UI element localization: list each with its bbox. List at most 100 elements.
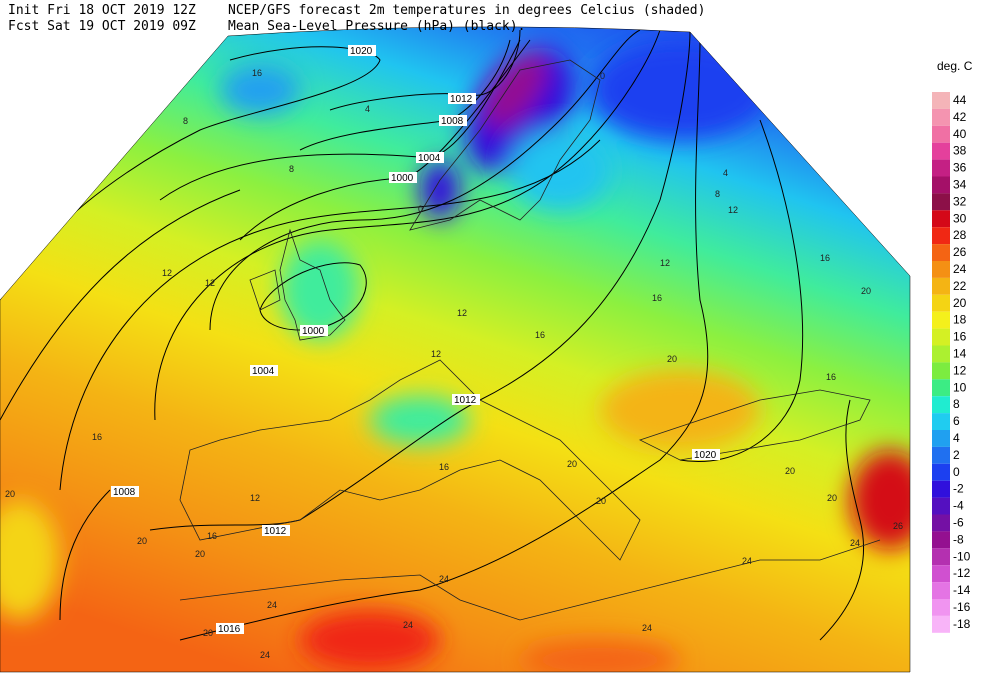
isotherm-label: 12 (728, 205, 738, 215)
colorbar-label: 34 (953, 178, 967, 192)
isobar-label: 1000 (391, 173, 414, 184)
colorbar-swatch (932, 599, 950, 616)
isotherm-label: 8 (289, 164, 294, 174)
isobar-label: 1008 (113, 487, 136, 498)
isobar-label: 1012 (454, 395, 477, 406)
isotherm-label: 16 (439, 462, 449, 472)
colorbar-swatch (932, 227, 950, 245)
colorbar-label: 36 (953, 161, 967, 175)
isobar-label: 1012 (264, 526, 287, 537)
isotherm-label: 24 (642, 623, 652, 633)
isobar-label: 1016 (218, 624, 241, 635)
isotherm-label: 24 (267, 600, 277, 610)
colorbar-swatch (932, 430, 950, 447)
colorbar-swatch (932, 277, 950, 295)
colorbar-swatch (932, 413, 950, 430)
isobar-label-bg (389, 172, 417, 183)
isotherm-label: 8 (715, 189, 720, 199)
colorbar-label: 0 (953, 465, 960, 479)
isobar-label-bg (692, 449, 720, 460)
colorbar-label: -4 (953, 499, 964, 513)
colorbar-label: 10 (953, 380, 967, 394)
isobar-label-bg (448, 93, 476, 104)
isobars (0, 29, 865, 641)
colorbar-swatch (932, 463, 950, 481)
colorbar-label: 6 (953, 414, 960, 428)
isotherm-label: 16 (252, 68, 262, 78)
colorbar-swatch (932, 294, 950, 312)
isobar-label: 1012 (450, 94, 473, 105)
colorbar-label: 30 (953, 211, 967, 225)
isotherm-label: 20 (203, 628, 213, 638)
forecast-time: Fcst Sat 19 OCT 2019 09Z (8, 19, 196, 34)
colorbar-label: 12 (953, 363, 967, 377)
isotherm-label: 12 (457, 308, 467, 318)
isotherm-label: 20 (785, 466, 795, 476)
isotherm-label: 12 (660, 258, 670, 268)
isobar-label-bg (250, 365, 278, 376)
colorbar-label: 22 (953, 279, 967, 293)
isotherm-label: 20 (596, 496, 606, 506)
colorbar-label: -6 (953, 516, 964, 530)
isotherm-label: 12 (431, 349, 441, 359)
colorbar-swatch (932, 108, 950, 126)
colorbar-label: 20 (953, 296, 967, 310)
isotherm-label: 20 (861, 286, 871, 296)
isobar-label-bg (111, 486, 139, 497)
isobar-label-bg (439, 115, 467, 126)
colorbar-label: 32 (953, 194, 967, 208)
isotherm-label: 24 (260, 650, 270, 660)
colorbar-swatch (932, 328, 950, 346)
isotherm-label: 0 (600, 71, 605, 81)
colorbar-swatch (932, 210, 950, 228)
colorbar-swatch (932, 480, 950, 498)
colorbar-label: -18 (953, 617, 971, 631)
isotherm-label: 8 (183, 116, 188, 126)
colorbar: 4442403836343230282624222018161412108642… (932, 92, 971, 633)
colorbar-swatch (932, 142, 950, 160)
colorbar-swatch (932, 261, 950, 278)
colorbar-label: 26 (953, 245, 967, 259)
isobar-label-bg (216, 623, 244, 634)
isobar-label-bg (416, 152, 444, 163)
isobar-label-bg (348, 45, 376, 56)
isobar-label: 1004 (418, 153, 441, 164)
colorbar-unit: deg. C (937, 59, 973, 73)
colorbar-swatch (932, 565, 950, 583)
colorbar-label: 2 (953, 448, 960, 462)
init-time: Init Fri 18 OCT 2019 12Z (8, 3, 196, 18)
colorbar-label: -2 (953, 482, 964, 496)
colorbar-label: 38 (953, 144, 967, 158)
colorbar-label: 42 (953, 110, 967, 124)
isotherm-label: 12 (162, 268, 172, 278)
colorbar-label: -12 (953, 566, 971, 580)
map-title: NCEP/GFS forecast 2m temperatures in deg… (228, 3, 705, 18)
isobar-label: 1004 (252, 366, 275, 377)
map-frame (0, 26, 911, 673)
isobar-label: 1008 (441, 116, 464, 127)
isobar-label: 1020 (350, 46, 373, 57)
isotherm-label: 20 (5, 489, 15, 499)
colorbar-swatch (932, 615, 950, 633)
colorbar-swatch (932, 176, 950, 194)
colorbar-swatch (932, 311, 950, 329)
isotherm-label: 20 (667, 354, 677, 364)
colorbar-swatch (932, 497, 950, 515)
isotherm-label: 16 (826, 372, 836, 382)
colorbar-label: -16 (953, 600, 971, 614)
colorbar-label: 14 (953, 347, 967, 361)
isotherm-label: 24 (742, 556, 752, 566)
colorbar-swatch (932, 446, 950, 464)
colorbar-label: -14 (953, 583, 971, 597)
isobar-label-bg (300, 325, 328, 336)
colorbar-label: 4 (953, 431, 960, 445)
isotherm-label: 24 (403, 620, 413, 630)
colorbar-label: 24 (953, 262, 967, 276)
colorbar-label: 40 (953, 127, 967, 141)
isobar-label-bg (262, 525, 290, 536)
isotherm-label: 20 (137, 536, 147, 546)
isotherm-label: 20 (827, 493, 837, 503)
colorbar-label: 8 (953, 397, 960, 411)
colorbar-swatch (932, 92, 950, 109)
